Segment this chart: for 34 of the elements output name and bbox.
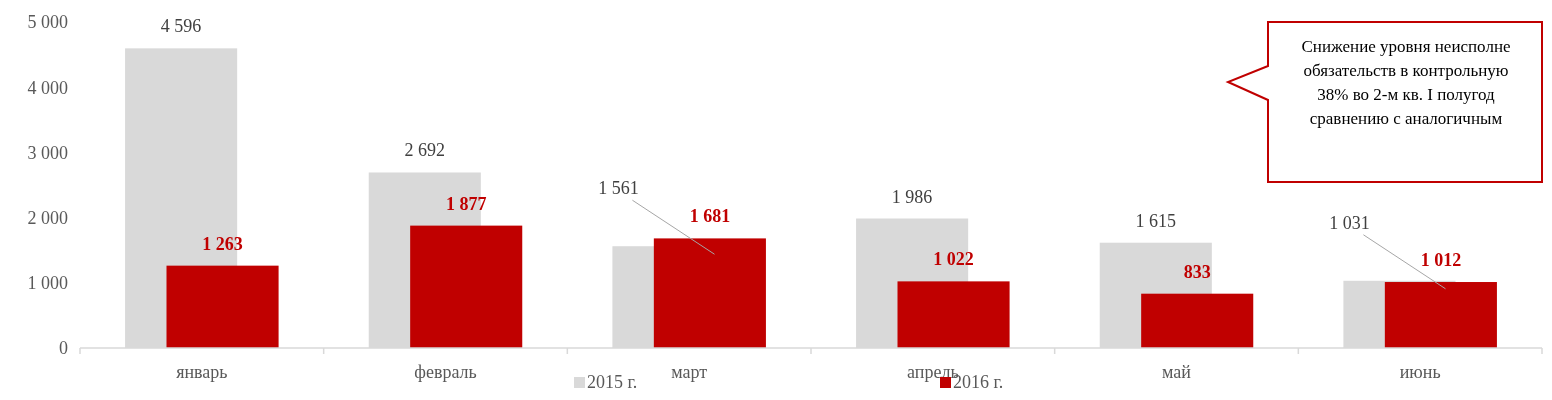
x-tick-label: январь (176, 362, 228, 382)
data-label: 2 692 (404, 140, 446, 161)
data-label: 1 681 (689, 206, 731, 227)
annotation: обязательств в контрольную (1303, 61, 1509, 80)
y-tick-label: 1 000 (27, 273, 68, 294)
x-tick-label: март (671, 362, 708, 382)
annotation: 38% во 2-м кв. I полугод (1317, 85, 1496, 104)
bar (1384, 282, 1497, 348)
data-label: 1 263 (202, 233, 243, 254)
bar (410, 225, 523, 348)
legend-label: 2015 г. (587, 372, 638, 392)
x-tick-label: июнь (1399, 362, 1441, 382)
data-label: 1 561 (598, 178, 639, 199)
y-tick-label: 3 000 (27, 142, 68, 163)
bar (1141, 293, 1254, 348)
y-tick-label: 5 000 (27, 12, 68, 33)
data-label: 4 596 (160, 16, 202, 37)
y-tick-label: 2 000 (27, 207, 68, 228)
y-tick-label: 0 (59, 338, 68, 359)
data-label: 1 986 (891, 186, 933, 207)
x-tick-label: февраль (414, 362, 477, 382)
data-label: 1 877 (445, 193, 487, 214)
data-label: 1 012 (1420, 250, 1462, 271)
data-label: 1 031 (1329, 212, 1370, 233)
bar (166, 265, 279, 348)
x-tick-label: май (1162, 362, 1192, 382)
data-label: 1 022 (933, 249, 974, 270)
y-tick-label: 4 000 (27, 77, 68, 98)
data-label: 1 615 (1135, 210, 1177, 231)
annotation: Снижение уровня неисполне (1301, 37, 1511, 56)
bar (653, 238, 766, 348)
bar (897, 281, 1010, 348)
annotation: сравнению с аналогичным (1309, 109, 1503, 128)
data-label: 833 (1183, 261, 1211, 282)
